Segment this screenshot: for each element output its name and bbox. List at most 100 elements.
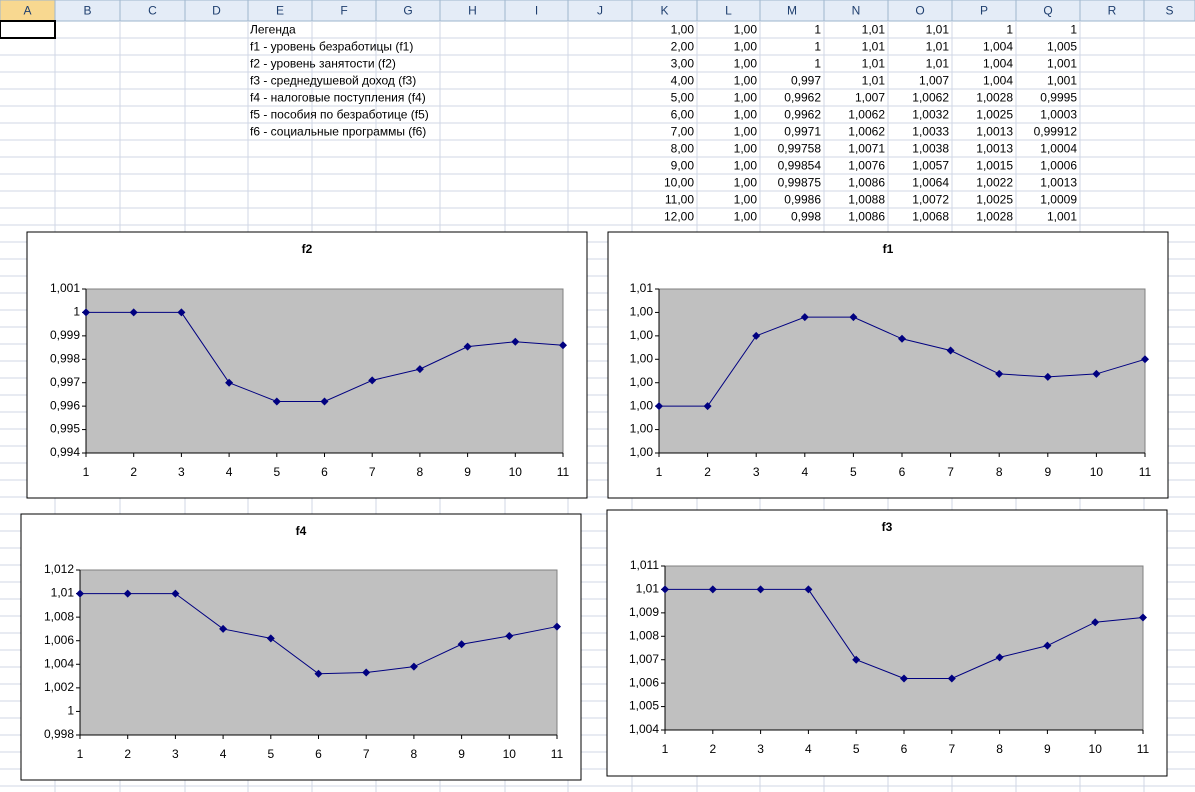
x-tick-label: 3 [757,742,764,756]
table-cell: 1,0003 [1040,108,1077,122]
column-header: K [660,4,668,18]
x-tick-label: 7 [947,465,954,479]
y-tick-label: 0,998 [44,727,74,741]
data-point [511,337,520,346]
table-cell: 1,01 [862,40,886,54]
table-cell: 1,0038 [912,142,949,156]
y-tick-label: 1,008 [629,628,659,642]
x-tick-label: 5 [267,747,274,761]
x-tick-label: 11 [1139,465,1152,479]
x-tick-label: 4 [801,465,808,479]
data-point [995,369,1004,378]
data-point [1092,369,1101,378]
table-cell: 11,00 [665,193,694,207]
table-cell: 5,00 [671,91,695,105]
table-cell: 1,0068 [912,210,949,224]
table-cell: 1,00 [734,176,758,190]
data-point [800,313,809,322]
table-cell: 1,00 [671,23,695,37]
data-point [1091,618,1100,627]
x-tick-label: 5 [850,465,857,479]
x-tick-label: 6 [321,465,328,479]
data-point [505,632,514,640]
table-cell: 1,007 [855,91,885,105]
data-point [995,653,1004,662]
x-tick-label: 6 [315,747,322,761]
x-tick-label: 9 [464,465,471,479]
column-header: E [276,4,284,18]
y-tick-label: 1 [67,704,74,718]
y-tick-label: 1,006 [629,675,659,689]
y-tick-label: 1,004 [44,656,74,670]
data-point [898,334,906,343]
data-point [1043,641,1052,650]
table-cell: 0,9971 [784,125,821,139]
y-tick-label: 1,009 [629,605,659,619]
x-tick-label: 10 [503,747,517,761]
table-cell: 1,01 [862,57,886,71]
data-point [368,376,377,385]
table-cell: 0,99912 [1034,125,1078,139]
data-point [76,589,84,598]
y-tick-label: 1,00 [630,422,654,436]
x-tick-label: 8 [996,742,1003,756]
plot-area [85,288,564,454]
table-cell: 6,00 [671,108,695,122]
legend-cell: f4 - налоговые поступления (f4) [250,91,426,105]
table-cell: 1,0064 [912,176,949,190]
x-tick-label: 1 [662,742,669,756]
y-tick-label: 1,005 [629,699,659,713]
data-point [852,655,861,664]
y-tick-label: 0,997 [50,375,80,389]
y-tick-label: 1,002 [44,680,74,694]
y-tick-label: 1,00 [630,351,654,365]
data-point [272,397,281,406]
data-point [752,331,761,340]
column-header: F [340,4,347,18]
legend-cell: f6 - социальные программы (f6) [250,125,426,139]
table-cell: 1,0013 [976,142,1013,156]
data-point [266,634,275,643]
data-point [655,402,663,411]
table-cell: 1 [1006,23,1013,37]
table-cell: 0,99854 [778,159,822,173]
table-cell: 1,00 [734,57,758,71]
data-point [1043,372,1052,381]
table-cell: 1,00 [734,142,758,156]
data-point [553,622,561,631]
table-cell: 8,00 [671,142,695,156]
data-point [129,308,138,317]
x-tick-label: 9 [458,747,465,761]
table-cell: 1,0076 [848,159,885,173]
table-cell: 1,007 [919,74,949,88]
table-cell: 1,004 [983,57,1013,71]
table-cell: 0,997 [791,74,821,88]
table-cell: 3,00 [671,57,695,71]
column-header: M [787,4,797,18]
table-cell: 1 [1070,23,1077,37]
data-point [362,668,371,677]
y-tick-label: 1,00 [630,398,654,412]
data-point [225,378,234,387]
x-tick-label: 3 [753,465,760,479]
y-tick-label: 1 [73,305,80,319]
x-tick-label: 4 [220,747,227,761]
table-cell: 2,00 [671,40,695,54]
column-header: B [83,4,91,18]
table-cell: 1,0062 [848,108,885,122]
table-cell: 1,0071 [848,142,885,156]
data-point [320,397,329,406]
y-tick-label: 1,01 [630,281,654,295]
column-header: S [1165,4,1173,18]
data-point [1141,355,1149,364]
x-tick-label: 3 [178,465,185,479]
table-cell: 1,001 [1047,210,1077,224]
header-row [0,0,1195,22]
x-tick-label: 2 [130,465,137,479]
table-cell: 1,0086 [848,210,885,224]
column-header: N [852,4,861,18]
column-header: I [535,4,538,18]
y-tick-label: 0,996 [50,398,80,412]
table-cell: 1,0013 [976,125,1013,139]
